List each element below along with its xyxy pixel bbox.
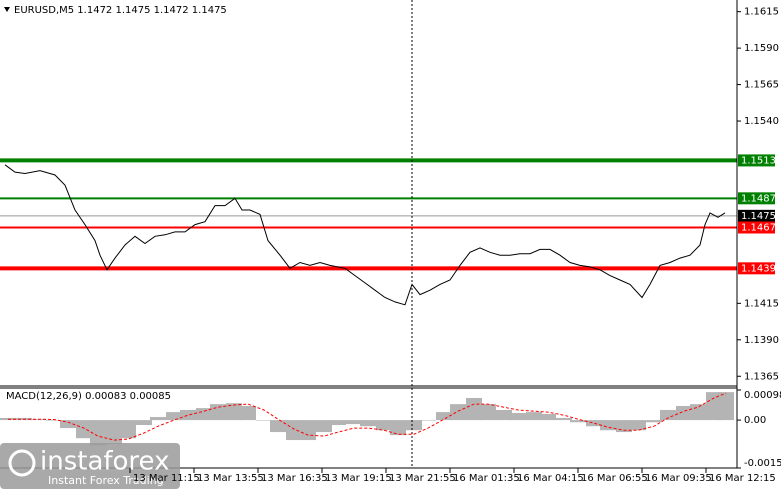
- x-tick-label: 13 Mar 11:15: [133, 473, 200, 484]
- x-tick-label: 16 Mar 04:15: [517, 473, 584, 484]
- macd-bar: [360, 420, 376, 427]
- level-label: 1.1467: [741, 223, 776, 234]
- macd-bar: [240, 405, 256, 421]
- macd-bar: [406, 420, 422, 431]
- level-label: 1.1439: [741, 263, 776, 274]
- title-arrow: [4, 7, 10, 12]
- macd-bar: [180, 409, 196, 421]
- y-tick-label: 1.1565: [744, 80, 779, 91]
- macd-bar: [106, 420, 122, 445]
- macd-bar: [120, 420, 136, 439]
- logo-icon: [8, 449, 36, 477]
- macd-bar: [300, 420, 316, 441]
- y-tick-label: 1.1390: [744, 335, 779, 346]
- macd-bar: [376, 420, 392, 431]
- x-tick-label: 13 Mar 19:15: [325, 473, 392, 484]
- level-label-box: [738, 209, 775, 222]
- macd-panel: MACD(12,26,9) 0.00083 0.00085: [0, 391, 734, 446]
- macd-bar: [586, 420, 602, 427]
- logo-tagline: Instant Forex Trading: [48, 474, 164, 487]
- x-tick-label: 16 Mar 06:55: [581, 473, 648, 484]
- macd-bar: [526, 412, 542, 421]
- chart-title: EURUSD,M5 1.1472 1.1475 1.1472 1.1475: [14, 5, 227, 16]
- macd-bar: [540, 413, 556, 421]
- macd-bar: [420, 420, 436, 421]
- macd-bar: [496, 409, 512, 421]
- x-tick-label: 13 Mar 21:55: [389, 473, 456, 484]
- y-tick-label: 1.1415: [744, 298, 779, 309]
- price-line: [4, 164, 726, 306]
- macd-bar: [676, 405, 692, 421]
- x-tick-label: 16 Mar 12:15: [709, 473, 776, 484]
- macd-bar: [90, 420, 106, 446]
- x-tick-label: 16 Mar 09:35: [645, 473, 712, 484]
- macd-bar: [196, 408, 212, 421]
- level-label-box: [738, 262, 775, 275]
- macd-bar: [316, 420, 332, 433]
- macd-bar: [390, 420, 406, 436]
- logo-name: instaforex: [40, 447, 169, 477]
- y-tick-label: 1.1590: [744, 43, 779, 54]
- y-tick-label: 1.1615: [744, 7, 779, 18]
- macd-bar: [556, 417, 572, 421]
- macd-bar: [256, 420, 272, 421]
- y-tick-label: 0.00: [744, 415, 766, 426]
- macd-bar: [76, 420, 92, 439]
- y-tick-label: 1.1540: [744, 116, 779, 127]
- y-tick-label: -0.00156: [744, 458, 781, 469]
- macd-bar: [690, 404, 706, 421]
- x-tick-label: 16 Mar 01:35: [453, 473, 520, 484]
- macd-bar: [600, 420, 616, 431]
- macd-bar: [436, 412, 452, 421]
- macd-bar: [480, 404, 496, 421]
- macd-bar: [166, 412, 182, 421]
- macd-bar: [616, 420, 632, 433]
- macd-bar: [330, 420, 346, 426]
- macd-bar: [466, 397, 482, 421]
- macd-bar: [510, 413, 526, 421]
- macd-bar: [660, 409, 676, 421]
- macd-bar: [570, 420, 586, 423]
- level-label-box: [738, 192, 775, 205]
- macd-bar: [150, 417, 166, 421]
- x-tick-label: 13 Mar 16:35: [261, 473, 328, 484]
- level-label: 1.1475: [741, 211, 776, 222]
- y-tick-label: 0.00098: [744, 390, 781, 401]
- price-panel: EURUSD,M5 1.1472 1.1475 1.1472 1.1475: [0, 5, 737, 306]
- logo-background: [0, 443, 180, 489]
- macd-bar: [60, 420, 76, 429]
- level-label: 1.1487: [741, 193, 776, 204]
- macd-bar: [226, 403, 242, 421]
- level-label-box: [738, 221, 775, 234]
- macd-bar: [270, 420, 286, 433]
- macd-bar: [630, 420, 646, 431]
- macd-bar: [718, 392, 734, 421]
- level-label-box: [738, 154, 775, 167]
- chart-title: MACD(12,26,9) 0.00083 0.00085: [6, 391, 171, 402]
- macd-bar: [450, 404, 466, 421]
- level-label: 1.1513: [741, 155, 776, 166]
- macd-bar: [646, 420, 662, 423]
- logo: instaforex Instant Forex Trading: [0, 443, 180, 489]
- y-tick-label: 1.1365: [744, 371, 779, 382]
- macd-bar: [46, 420, 62, 421]
- macd-bar: [136, 420, 152, 426]
- x-tick-label: 13 Mar 13:55: [197, 473, 264, 484]
- macd-bar: [346, 420, 362, 425]
- macd-bar: [286, 420, 302, 441]
